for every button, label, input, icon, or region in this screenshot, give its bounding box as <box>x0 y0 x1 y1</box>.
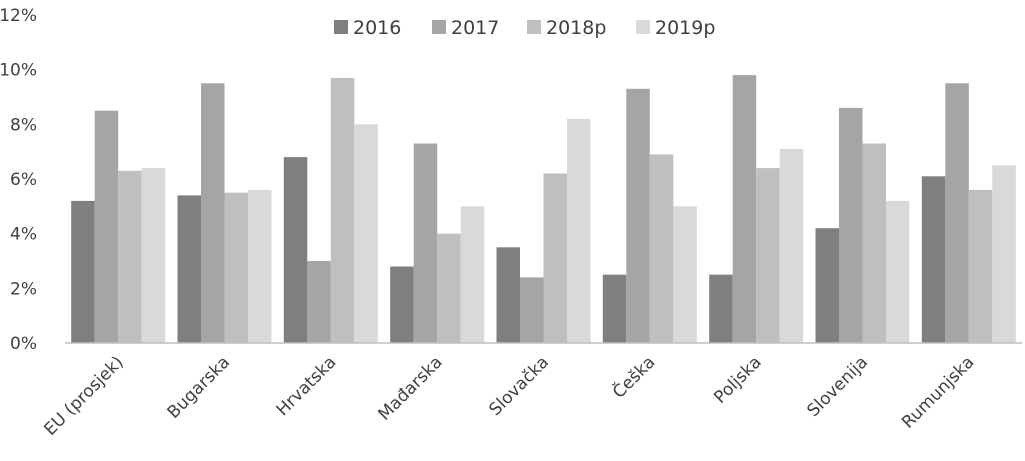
bar-2017-0 <box>94 110 119 343</box>
category-label: Bugarska <box>164 352 234 422</box>
bar-2016-4 <box>496 247 520 343</box>
bar-2018p-7 <box>862 143 886 343</box>
bar-2019p-2 <box>354 124 378 343</box>
bar-2017-3 <box>413 143 438 343</box>
bar-2019p-5 <box>673 206 697 343</box>
bar-2018p-3 <box>437 233 461 343</box>
category-label: Poljska <box>710 352 765 407</box>
legend-label-2018p: 2018p <box>546 17 606 39</box>
category-label: EU (prosjek) <box>40 352 127 439</box>
bar-2019p-4 <box>567 118 591 344</box>
y-tick-label: 2% <box>10 279 37 299</box>
legend-swatch-2017 <box>432 20 446 34</box>
legend-label-2019p: 2019p <box>655 17 715 39</box>
bar-2016-2 <box>283 157 308 343</box>
legend-swatch-2018p <box>527 20 541 34</box>
y-tick-label: 12% <box>0 6 37 26</box>
category-labels: EU (prosjek) Bugarska Hrvatska Mađarska Slov… <box>40 351 978 440</box>
legend: 2016 2017 2018p 2019p <box>334 17 715 39</box>
bar-2016-8 <box>921 176 946 343</box>
bar-2017-6 <box>732 75 757 343</box>
bar-2016-6 <box>709 274 733 343</box>
category-label: Rumunjska <box>898 352 978 432</box>
bar-2017-2 <box>307 261 331 343</box>
bar-2018p-1 <box>224 192 248 343</box>
bar-2019p-3 <box>460 206 485 343</box>
bar-2016-1 <box>177 195 201 343</box>
bar-2017-7 <box>839 107 863 344</box>
y-tick-label: 4% <box>10 225 37 245</box>
bars <box>71 75 1016 344</box>
bar-2017-5 <box>626 88 650 343</box>
bar-2018p-6 <box>756 168 780 343</box>
y-tick-label: 10% <box>0 61 37 81</box>
legend-label-2017: 2017 <box>451 17 499 39</box>
category-label: Mađarska <box>374 352 446 424</box>
bar-2019p-8 <box>992 165 1016 343</box>
y-axis-ticks: 0% 2% 4% 6% 8% 10% 12% <box>0 6 37 354</box>
bar-2018p-2 <box>330 77 355 344</box>
bar-2018p-0 <box>118 170 142 343</box>
legend-swatch-2016 <box>334 20 348 34</box>
bar-2019p-6 <box>779 148 804 343</box>
category-label: Hrvatska <box>273 352 341 420</box>
bar-2018p-4 <box>543 173 567 343</box>
bar-2016-7 <box>815 228 839 343</box>
bar-2018p-8 <box>968 189 993 343</box>
y-tick-label: 6% <box>10 170 37 190</box>
category-label: Češka <box>608 351 660 403</box>
y-tick-label: 0% <box>10 334 37 354</box>
bar-2017-4 <box>520 277 544 343</box>
bar-2017-1 <box>201 83 225 344</box>
y-tick-label: 8% <box>10 115 37 135</box>
bar-2019p-0 <box>141 168 166 343</box>
bar-2019p-7 <box>886 200 910 343</box>
bar-2018p-5 <box>649 154 674 343</box>
bar-2019p-1 <box>248 189 272 343</box>
legend-label-2016: 2016 <box>353 17 401 39</box>
category-label: Slovačka <box>485 352 553 420</box>
category-label: Slovenija <box>803 352 872 421</box>
bar-2017-8 <box>945 83 969 344</box>
bar-2016-3 <box>390 266 414 343</box>
bar-2016-5 <box>602 274 627 343</box>
bar-2016-0 <box>71 200 95 343</box>
legend-swatch-2019p <box>636 20 650 34</box>
